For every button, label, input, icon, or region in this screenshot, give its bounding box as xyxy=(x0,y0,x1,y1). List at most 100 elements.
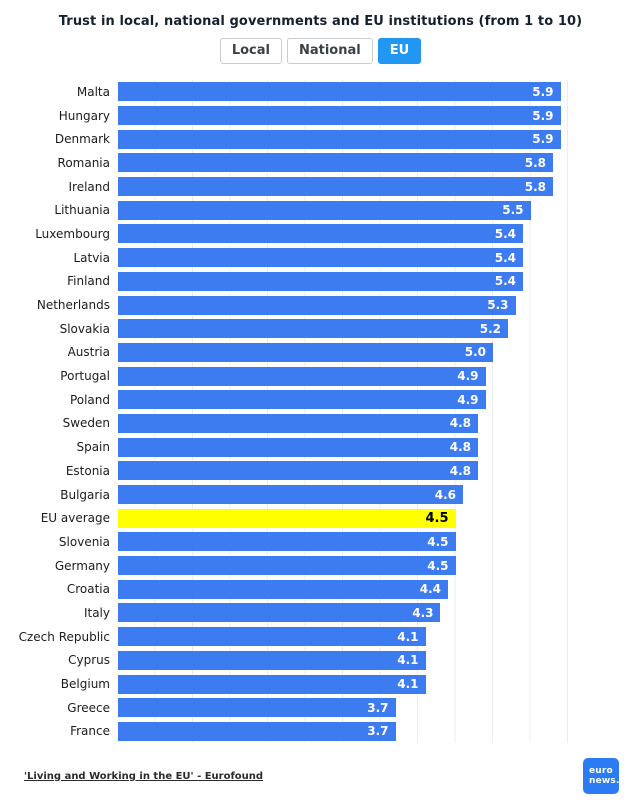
category-label: Estonia xyxy=(65,463,110,478)
bar[interactable]: 4.8 xyxy=(118,413,478,433)
value-label: 4.8 xyxy=(449,416,471,431)
value-label: 5.2 xyxy=(479,321,501,336)
bar-row: Greece 3.7 xyxy=(0,696,568,720)
bar-track: 4.5 xyxy=(118,556,568,576)
bar[interactable]: 5.9 xyxy=(118,82,561,102)
bar[interactable]: 5.5 xyxy=(118,200,531,220)
value-label: 4.5 xyxy=(427,534,449,549)
bar-track: 4.4 xyxy=(118,579,568,599)
value-label: 5.4 xyxy=(494,226,516,241)
value-label: 5.4 xyxy=(494,274,516,289)
bar[interactable]: 5.8 xyxy=(118,177,553,197)
category-label: Cyprus xyxy=(68,653,110,668)
bar-row: Austria 5.0 xyxy=(0,341,568,365)
bar-track: 5.2 xyxy=(118,319,568,339)
bar-row: Luxembourg 5.4 xyxy=(0,222,568,246)
category-label: Latvia xyxy=(73,250,110,265)
bar[interactable]: 5.9 xyxy=(118,106,561,126)
tab-national[interactable]: National xyxy=(286,38,373,64)
bar-track: 4.3 xyxy=(118,603,568,623)
bar-track: 4.5 xyxy=(118,532,568,552)
bar[interactable]: 4.8 xyxy=(118,461,478,481)
bar[interactable]: 5.8 xyxy=(118,153,553,173)
value-label: 5.9 xyxy=(532,108,554,123)
bar[interactable]: 4.6 xyxy=(118,485,463,505)
category-label: Portugal xyxy=(60,369,110,384)
value-label: 4.9 xyxy=(457,392,479,407)
bar-row: Spain 4.8 xyxy=(0,435,568,459)
bar[interactable]: 5.9 xyxy=(118,129,561,149)
bar-row: Finland 5.4 xyxy=(0,270,568,294)
value-label: 4.8 xyxy=(449,440,471,455)
bar-track: 5.8 xyxy=(118,153,568,173)
value-label: 4.8 xyxy=(449,463,471,478)
bar[interactable]: 3.7 xyxy=(118,698,396,718)
bar-row: Poland 4.9 xyxy=(0,388,568,412)
value-label: 4.9 xyxy=(457,369,479,384)
bar-row: Italy 4.3 xyxy=(0,601,568,625)
bar[interactable]: 4.1 xyxy=(118,627,426,647)
category-label: EU average xyxy=(40,511,110,526)
tab-bar: Local National EU xyxy=(0,38,641,64)
bar[interactable]: 5.4 xyxy=(118,248,523,268)
source-link[interactable]: 'Living and Working in the EU' - Eurofou… xyxy=(24,770,264,782)
bar-track: 5.8 xyxy=(118,177,568,197)
footer: 'Living and Working in the EU' - Eurofou… xyxy=(0,758,641,794)
bar-row: Slovenia 4.5 xyxy=(0,530,568,554)
bar-row: Romania 5.8 xyxy=(0,151,568,175)
category-label: Finland xyxy=(67,274,110,289)
bar[interactable]: 4.3 xyxy=(118,603,441,623)
bar-row: Hungary 5.9 xyxy=(0,104,568,128)
bar[interactable]: 4.9 xyxy=(118,366,486,386)
bar-track: 5.4 xyxy=(118,271,568,291)
bar[interactable]: 4.5 xyxy=(118,532,456,552)
category-label: Belgium xyxy=(60,677,110,692)
bar-track: 5.9 xyxy=(118,82,568,102)
value-label: 4.1 xyxy=(397,653,419,668)
bar[interactable]: 4.1 xyxy=(118,650,426,670)
bar-row: Czech Republic 4.1 xyxy=(0,625,568,649)
bar-track: 4.9 xyxy=(118,366,568,386)
value-label: 5.3 xyxy=(487,298,509,313)
bar-track: 3.7 xyxy=(118,698,568,718)
tab-eu[interactable]: EU xyxy=(377,38,422,64)
value-label: 5.5 xyxy=(502,203,524,218)
category-label: Netherlands xyxy=(36,298,110,313)
bar-track: 4.1 xyxy=(118,627,568,647)
bar[interactable]: 5.4 xyxy=(118,224,523,244)
bar-row: Latvia 5.4 xyxy=(0,246,568,270)
category-label: Romania xyxy=(57,155,110,170)
category-label: Poland xyxy=(69,392,110,407)
bar-eu-average[interactable]: 4.5 xyxy=(118,508,456,528)
bar-row: France 3.7 xyxy=(0,720,568,744)
bar-row: Ireland 5.8 xyxy=(0,175,568,199)
bar-track: 5.0 xyxy=(118,342,568,362)
category-label: Denmark xyxy=(54,132,110,147)
category-label: France xyxy=(70,724,110,739)
euronews-logo-text-line1: euro xyxy=(589,766,613,776)
bar-track: 5.9 xyxy=(118,106,568,126)
value-label: 4.3 xyxy=(412,605,434,620)
tab-local[interactable]: Local xyxy=(219,38,282,64)
bar-track: 5.9 xyxy=(118,129,568,149)
category-label: Malta xyxy=(76,84,110,99)
euronews-logo-text-line2: news. xyxy=(589,776,620,786)
bar[interactable]: 5.0 xyxy=(118,342,493,362)
category-label: Hungary xyxy=(58,108,110,123)
bar[interactable]: 4.9 xyxy=(118,390,486,410)
chart-title: Trust in local, national governments and… xyxy=(58,14,583,29)
category-label: Spain xyxy=(76,440,110,455)
value-label: 4.4 xyxy=(419,582,441,597)
bar[interactable]: 4.4 xyxy=(118,579,448,599)
bar[interactable]: 4.5 xyxy=(118,556,456,576)
bar[interactable]: 5.4 xyxy=(118,271,523,291)
bar-row: Belgium 4.1 xyxy=(0,672,568,696)
bar[interactable]: 4.8 xyxy=(118,437,478,457)
bar[interactable]: 4.1 xyxy=(118,674,426,694)
euronews-logo[interactable]: euro news. xyxy=(583,758,619,794)
bar-row: Netherlands 5.3 xyxy=(0,293,568,317)
bar[interactable]: 5.2 xyxy=(118,319,508,339)
category-label: Lithuania xyxy=(54,203,110,218)
bar[interactable]: 5.3 xyxy=(118,295,516,315)
bar[interactable]: 3.7 xyxy=(118,721,396,741)
